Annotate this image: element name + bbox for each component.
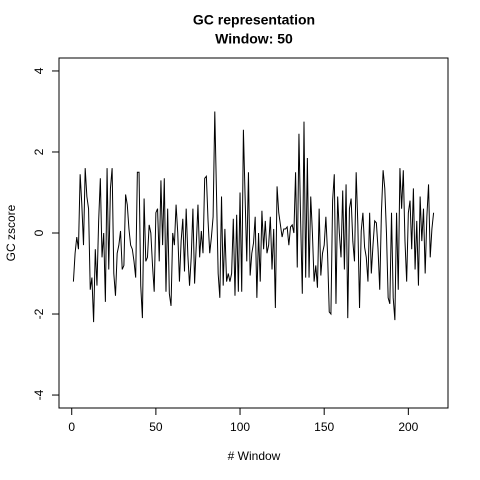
x-axis-label: # Window xyxy=(228,449,281,463)
x-tick-label: 50 xyxy=(149,420,163,434)
chart-title: GC representation xyxy=(193,12,315,28)
data-line xyxy=(72,111,435,323)
x-tick-label: 200 xyxy=(398,420,418,434)
y-tick-label: 0 xyxy=(32,229,46,236)
y-tick-label: -2 xyxy=(32,308,46,319)
y-axis-label: GC zscore xyxy=(4,204,18,261)
x-tick-label: 150 xyxy=(314,420,334,434)
x-tick-label: 0 xyxy=(68,420,75,434)
y-tick-label: -4 xyxy=(32,389,46,400)
plot-box xyxy=(58,57,449,409)
y-tick-label: 4 xyxy=(32,67,46,74)
x-tick-label: 100 xyxy=(230,420,250,434)
y-tick-label: 2 xyxy=(32,148,46,155)
chart-subtitle: Window: 50 xyxy=(215,31,293,47)
